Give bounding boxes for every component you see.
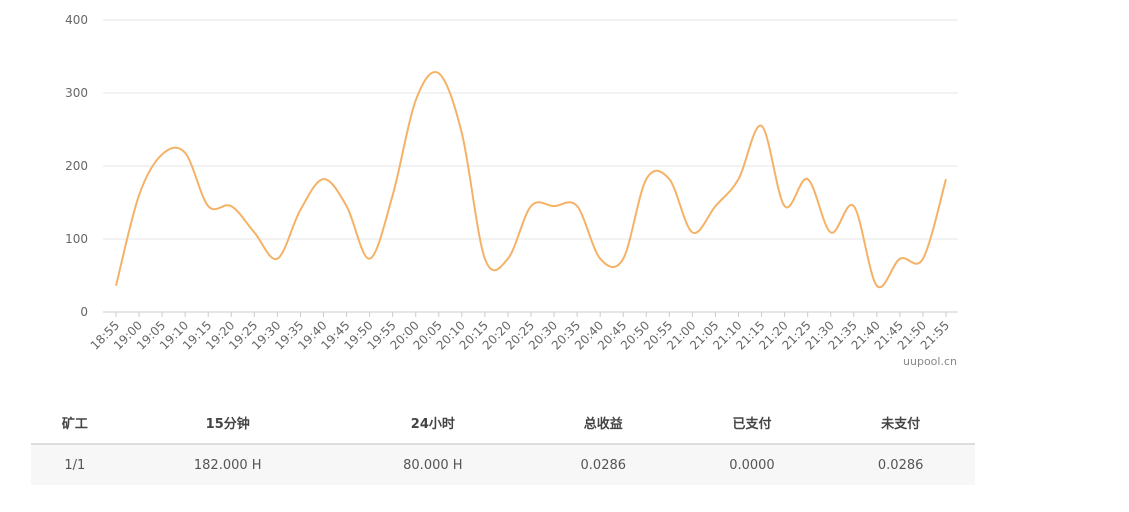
- header-cell: 24小时: [336, 402, 529, 445]
- y-tick-label: 300: [65, 86, 88, 100]
- y-tick-label: 100: [65, 232, 88, 246]
- table-row: 1/1 182.000 H 80.000 H 0.0286 0.0000 0.0286: [31, 444, 975, 485]
- y-tick-label: 400: [65, 13, 88, 27]
- y-tick-label: 0: [80, 305, 88, 319]
- header-row: 矿工 15分钟 24小时 总收益 已支付 未支付: [31, 402, 975, 445]
- header-cell: 未支付: [826, 402, 975, 445]
- watermark: uupool.cn: [903, 355, 957, 368]
- table-cell: 1/1: [31, 444, 119, 485]
- line: [115, 71, 947, 289]
- table-cell: 0.0286: [528, 444, 678, 485]
- table-cell: 182.000 H: [118, 444, 337, 485]
- header-cell: 矿工: [31, 402, 119, 445]
- header-cell: 15分钟: [118, 402, 337, 445]
- table-cell: 0.0286: [826, 444, 975, 485]
- table-cell: 80.000 H: [336, 444, 529, 485]
- header-cell: 总收益: [528, 402, 678, 445]
- table-body: 1/1 182.000 H 80.000 H 0.0286 0.0000 0.0286: [31, 444, 975, 485]
- header-cell: 已支付: [677, 402, 827, 445]
- y-tick-label: 200: [65, 159, 88, 173]
- table-cell: 0.0000: [677, 444, 827, 485]
- stats-table: 矿工 15分钟 24小时 总收益 已支付 未支付 1/1 182.000 H 80.000 H…: [31, 402, 975, 485]
- chart: uupool.cn 010020030040018:5519:0019:0519…: [65, 13, 958, 368]
